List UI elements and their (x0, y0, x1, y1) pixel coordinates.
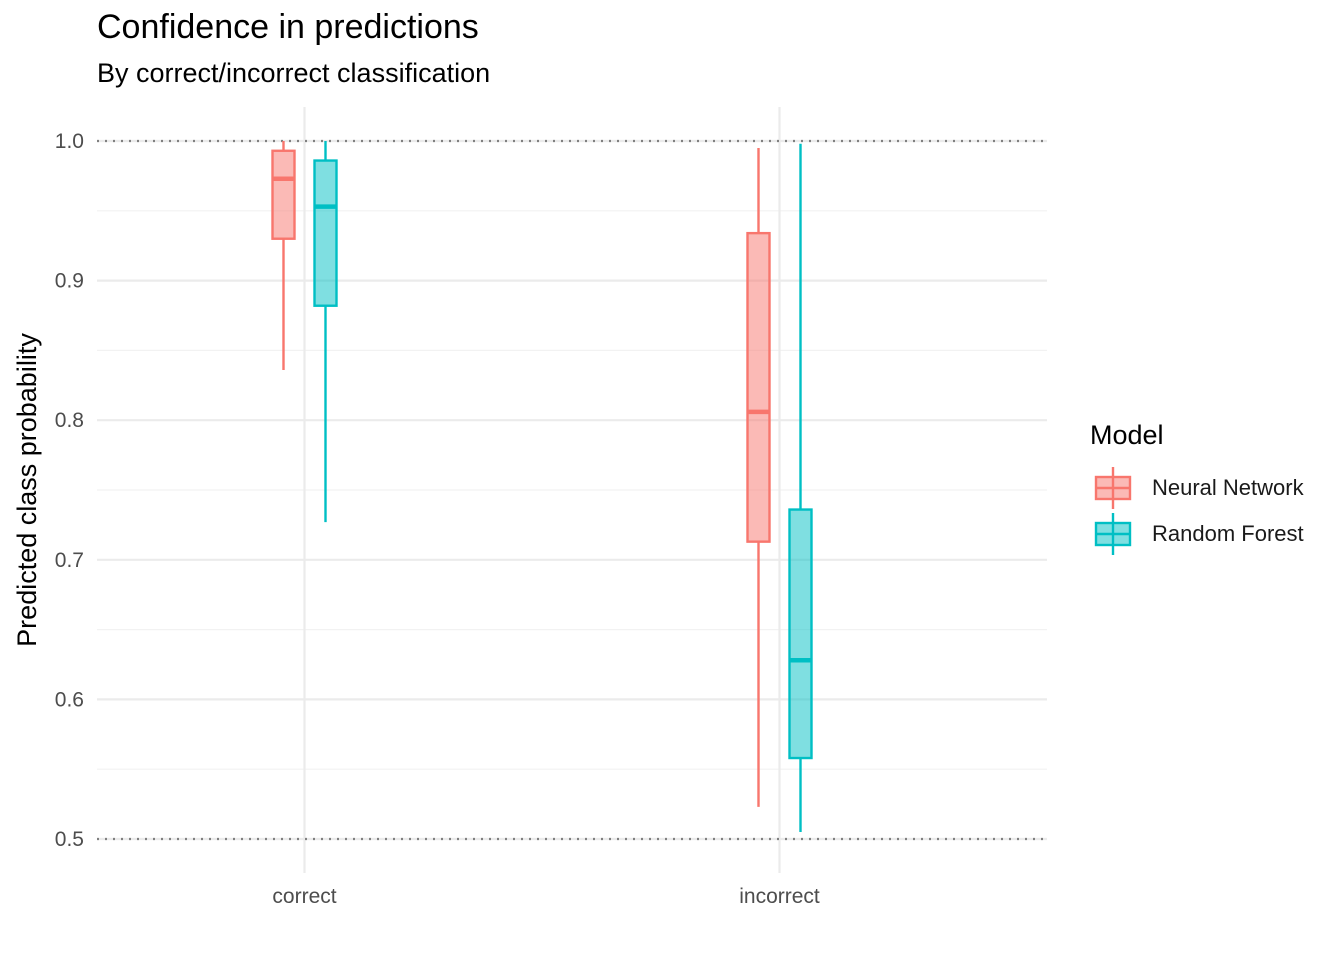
box-neural-network-correct (271, 141, 296, 370)
x-tick-label: correct (272, 885, 336, 908)
y-axis-title: Predicted class probability (12, 333, 42, 647)
box-body (788, 508, 813, 760)
legend-label: Neural Network (1152, 475, 1304, 500)
legend-item: Neural Network (1090, 465, 1304, 511)
major-gridlines (97, 107, 1047, 873)
y-axis-ticks: 0.5 0.6 0.7 0.8 0.9 1.0 (55, 130, 84, 851)
chart-title: Confidence in predictions (97, 8, 479, 46)
legend-key (1094, 467, 1132, 509)
box-random-forest-correct (313, 141, 338, 523)
box-neural-network-incorrect (746, 147, 771, 807)
y-tick-label: 1.0 (55, 130, 84, 153)
legend-label: Random Forest (1152, 521, 1304, 546)
y-tick-label: 0.8 (55, 409, 84, 432)
x-tick-label: incorrect (739, 885, 820, 908)
box-body (271, 149, 296, 240)
legend-items: Neural Network Random Forest (1090, 465, 1304, 557)
legend-title: Model (1090, 420, 1164, 450)
y-tick-label: 0.5 (55, 828, 84, 851)
boxes-layer (271, 141, 813, 833)
box-random-forest-incorrect (788, 143, 813, 833)
x-axis-ticks: correct incorrect (272, 885, 820, 908)
legend: Model Neural Network Random Forest (1090, 420, 1304, 557)
minor-gridlines (97, 210, 1047, 770)
y-tick-label: 0.6 (55, 688, 84, 711)
box-body (313, 159, 338, 307)
chart-subtitle: By correct/incorrect classification (97, 58, 491, 88)
legend-item: Random Forest (1090, 511, 1304, 557)
legend-key (1094, 513, 1132, 555)
box-body (746, 231, 771, 543)
y-tick-label: 0.7 (55, 549, 84, 572)
y-tick-label: 0.9 (55, 270, 84, 293)
